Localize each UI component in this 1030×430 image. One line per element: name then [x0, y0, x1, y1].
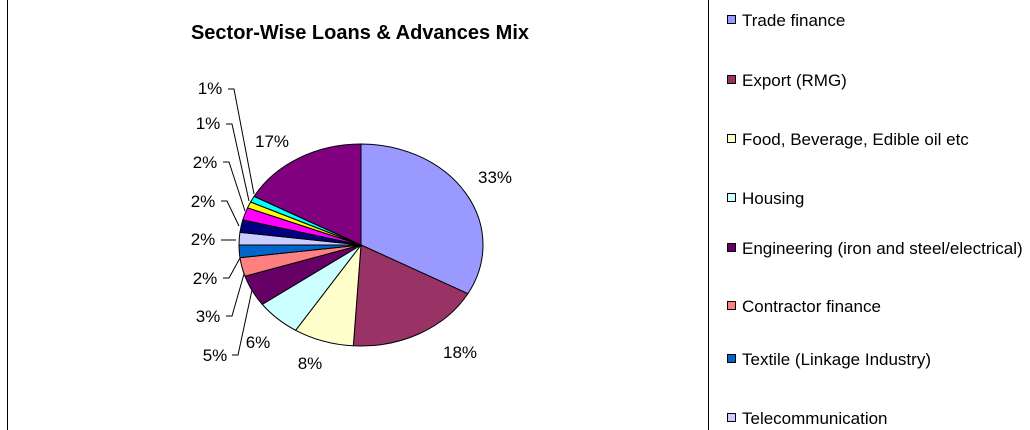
chart-frame — [7, 0, 1030, 430]
label-leader-line — [223, 257, 241, 279]
legend-item: Engineering (iron and steel/electrical) — [727, 238, 1030, 259]
data-label: 2% — [191, 192, 216, 211]
legend-item: Textile (Linkage Industry) — [727, 349, 1030, 370]
data-label: 2% — [193, 269, 218, 288]
label-leader-line — [221, 200, 240, 227]
data-label: 1% — [196, 114, 221, 133]
legend-item: Contractor finance — [727, 296, 1030, 317]
legend-item: Trade finance — [727, 10, 1030, 31]
legend-item: Food, Beverage, Edible oil etc — [727, 129, 1030, 150]
pie-slice — [360, 143, 484, 295]
legend-label: Trade finance — [742, 11, 846, 30]
legend-swatch — [727, 193, 736, 202]
legend-swatch — [727, 15, 736, 24]
data-label: 17% — [255, 132, 289, 151]
legend-swatch — [727, 243, 736, 252]
legend-item: Export (RMG) — [727, 70, 1030, 91]
label-leader-line — [226, 273, 245, 317]
data-label: 18% — [443, 343, 477, 362]
legend-item: Telecommunication — [727, 408, 1030, 429]
legend-label: Contractor finance — [742, 297, 881, 316]
pie-slice — [253, 143, 362, 246]
legend-label: Export (RMG) — [742, 71, 847, 90]
label-leader-line — [226, 123, 250, 202]
legend-label: Food, Beverage, Edible oil etc — [742, 130, 969, 149]
legend-swatch — [727, 354, 736, 363]
label-leader-line — [223, 161, 246, 212]
legend-label: Textile (Linkage Industry) — [742, 350, 931, 369]
data-label: 3% — [196, 307, 221, 326]
legend-swatch — [727, 413, 736, 422]
legend-label: Engineering (iron and steel/electrical) — [742, 239, 1023, 258]
legend-swatch — [727, 301, 736, 310]
legend-label: Telecommunication — [742, 409, 888, 428]
pie-slice — [352, 244, 469, 347]
label-leader-line — [232, 289, 253, 356]
data-label: 33% — [478, 168, 512, 187]
data-label: 8% — [298, 354, 323, 373]
legend: Trade finance Export (RMG) Food, Beverage,… — [708, 0, 1030, 430]
data-label: 1% — [198, 79, 223, 98]
legend-swatch — [727, 75, 736, 84]
data-label: 6% — [246, 333, 271, 352]
data-label: 5% — [203, 346, 228, 365]
chart-title: Sector-Wise Loans & Advances Mix — [190, 22, 530, 44]
data-label: 2% — [191, 230, 216, 249]
data-label: 2% — [193, 153, 218, 172]
legend-item: Housing — [727, 188, 1030, 209]
legend-swatch — [727, 134, 736, 143]
legend-label: Housing — [742, 189, 805, 208]
label-leader-line — [228, 88, 255, 195]
